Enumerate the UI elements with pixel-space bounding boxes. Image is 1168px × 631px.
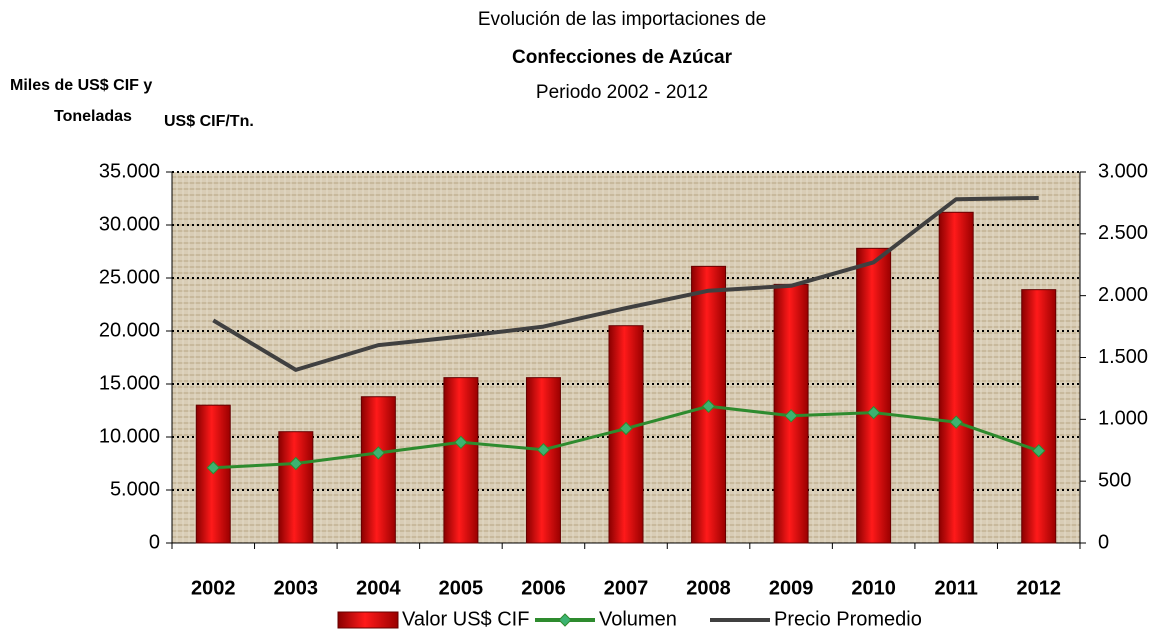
y-axis-label: Toneladas bbox=[54, 108, 132, 125]
y2-tick-label: 0 bbox=[1098, 531, 1109, 553]
bar bbox=[856, 247, 892, 544]
bar bbox=[360, 396, 396, 544]
y-tick-label: 15.000 bbox=[99, 372, 160, 394]
y2-tick-label: 500 bbox=[1098, 469, 1131, 491]
marker bbox=[206, 461, 220, 475]
marker bbox=[1032, 444, 1046, 458]
title-line: Evolución de las importaciones de bbox=[478, 9, 766, 30]
legend-label: Precio Promedio bbox=[774, 608, 922, 630]
legend-swatch bbox=[337, 611, 399, 629]
marker bbox=[454, 435, 468, 450]
line bbox=[212, 195, 1039, 372]
marker bbox=[619, 421, 633, 436]
y-tick-label: 20.000 bbox=[99, 319, 160, 341]
y2-tick-label: 1.000 bbox=[1098, 408, 1148, 430]
x-tick-label: 2010 bbox=[851, 577, 896, 599]
marker bbox=[949, 415, 963, 429]
bar bbox=[443, 377, 479, 544]
x-tick-label: 2004 bbox=[356, 577, 401, 599]
marker bbox=[701, 399, 716, 413]
x-tick-label: 2009 bbox=[769, 577, 814, 599]
y-tick-label: 5.000 bbox=[110, 478, 160, 500]
marker bbox=[866, 405, 881, 420]
marker bbox=[536, 443, 551, 457]
y2-tick-label: 2.500 bbox=[1098, 222, 1148, 244]
y2-tick-label: 1.500 bbox=[1098, 346, 1148, 368]
bar bbox=[525, 377, 561, 544]
legend-label: Valor US$ CIF bbox=[402, 608, 529, 630]
y-axis-label: Miles de US$ CIF y bbox=[10, 77, 152, 94]
x-tick-label: 2006 bbox=[521, 577, 566, 599]
bar bbox=[278, 431, 314, 544]
title-line: Confecciones de Azúcar bbox=[512, 47, 733, 68]
y-tick-label: 10.000 bbox=[99, 425, 160, 447]
x-tick-label: 2012 bbox=[1016, 577, 1061, 599]
marker bbox=[289, 456, 303, 471]
legend-label: Volumen bbox=[599, 608, 677, 630]
y-tick-label: 35.000 bbox=[99, 160, 160, 182]
x-tick-label: 2008 bbox=[686, 577, 731, 599]
x-tick-label: 2003 bbox=[274, 577, 319, 599]
x-tick-label: 2002 bbox=[191, 577, 236, 599]
y2-tick-label: 3.000 bbox=[1098, 160, 1148, 182]
marker bbox=[784, 409, 798, 423]
marker bbox=[371, 446, 386, 460]
y2-tick-label: 2.000 bbox=[1098, 284, 1148, 306]
y-tick-label: 0 bbox=[149, 531, 160, 553]
y2-axis-label: US$ CIF/Tn. bbox=[164, 113, 254, 130]
x-tick-label: 2005 bbox=[439, 577, 484, 599]
y-tick-label: 25.000 bbox=[99, 266, 160, 288]
bar bbox=[938, 211, 974, 544]
y-tick-label: 30.000 bbox=[99, 213, 160, 235]
x-tick-label: 2007 bbox=[604, 577, 649, 599]
x-tick-label: 2011 bbox=[934, 577, 977, 599]
legend-marker bbox=[558, 613, 572, 627]
bar bbox=[1021, 289, 1057, 544]
title-line: Periodo 2002 - 2012 bbox=[536, 82, 708, 103]
